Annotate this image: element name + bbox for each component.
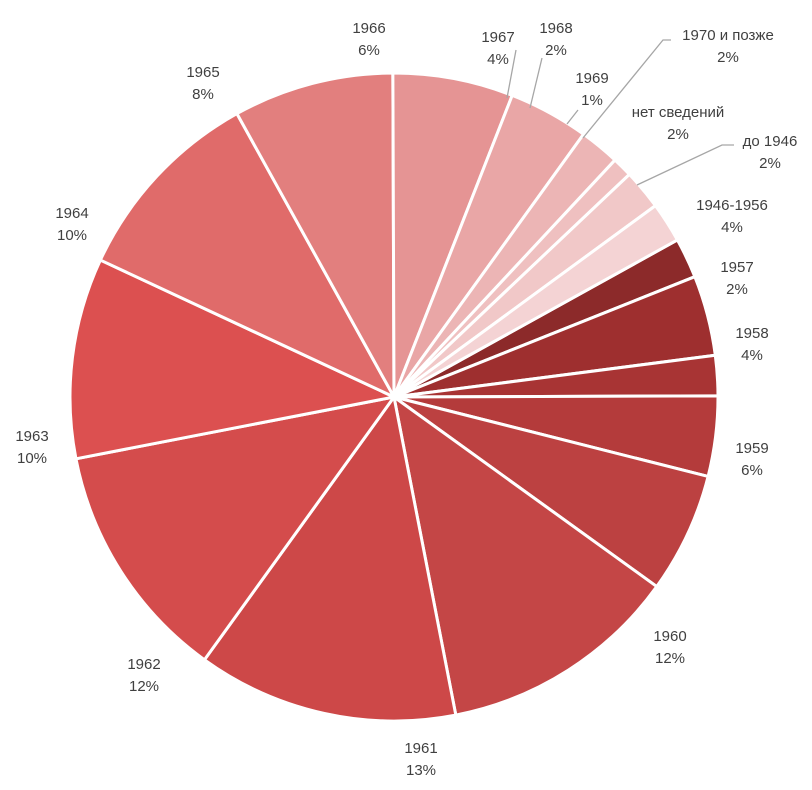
slice-label: 1963 10% (15, 428, 48, 467)
slice-value-label: 2% (759, 155, 781, 172)
slice-value-label: 2% (545, 42, 567, 59)
slice-label: 1946-1956 4% (696, 197, 768, 236)
slice-value-label: 6% (741, 462, 763, 479)
slice-category-label: 1957 (720, 259, 753, 276)
slice-value-label: 10% (57, 227, 87, 244)
slice-label: 1958 4% (735, 325, 768, 364)
slice-label: до 1946 2% (743, 133, 798, 172)
data-labels: до 1946 2%1946-1956 4%1957 2%1958 4%1959 6%19… (15, 20, 797, 779)
slice-category-label: 1960 (653, 628, 686, 645)
leader-line (506, 49, 517, 99)
slice-category-label: 1965 (186, 64, 219, 81)
slice-value-label: 2% (667, 126, 689, 143)
slice-label: 1970 и позже 2% (682, 27, 774, 66)
slice-label: 1961 13% (404, 740, 437, 779)
slice-category-label: 1963 (15, 428, 48, 445)
slice-value-label: 4% (741, 347, 763, 364)
slice-category-label: 1970 и позже (682, 27, 774, 44)
slice-category-label: нет сведений (632, 104, 725, 121)
slice-value-label: 2% (717, 49, 739, 66)
slice-category-label: 1946-1956 (696, 197, 768, 214)
slice-value-label: 12% (129, 678, 159, 695)
slice-value-label: 10% (17, 450, 47, 467)
slice-label: 1968 2% (539, 20, 572, 59)
slice-category-label: 1961 (404, 740, 437, 757)
leader-line (582, 39, 671, 139)
pie-slice (392, 395, 659, 717)
slice-label: 1960 12% (653, 628, 686, 667)
slice-category-label: 1966 (352, 20, 385, 37)
slice-value-label: 4% (721, 219, 743, 236)
slice-label: 1966 6% (352, 20, 385, 59)
slice-category-label: 1964 (55, 205, 88, 222)
leader-line (529, 57, 543, 109)
slice-label: 1964 10% (55, 205, 88, 244)
pie-slice (235, 71, 396, 399)
pie-slice (392, 395, 710, 589)
slice-category-label: 1959 (735, 440, 768, 457)
pie-slice (74, 395, 396, 662)
slice-value-label: 8% (192, 86, 214, 103)
slice-label: 1962 12% (127, 656, 160, 695)
pie-slices (68, 71, 720, 723)
slice-category-label: 1958 (735, 325, 768, 342)
slice-value-label: 4% (487, 51, 509, 68)
slice-value-label: 13% (406, 762, 436, 779)
slice-label: 1957 2% (720, 259, 753, 298)
leader-line (636, 144, 734, 186)
slice-value-label: 2% (726, 281, 748, 298)
slice-label: 1965 8% (186, 64, 219, 103)
slice-value-label: 6% (358, 42, 380, 59)
leader-line (566, 109, 579, 125)
slice-category-label: 1968 (539, 20, 572, 37)
pie-slice (392, 204, 679, 399)
slice-category-label: до 1946 (743, 133, 798, 150)
slice-category-label: 1962 (127, 656, 160, 673)
leader-lines (506, 39, 734, 186)
pie-slice (68, 258, 396, 461)
slice-category-label: 1969 (575, 70, 608, 87)
slice-category-label: 1967 (481, 29, 514, 46)
pie-slice (202, 395, 458, 723)
slice-value-label: 12% (655, 650, 685, 667)
slice-value-label: 1% (581, 92, 603, 109)
slice-label: 1967 4% (481, 29, 514, 68)
slice-label: 1959 6% (735, 440, 768, 479)
slice-label: 1969 1% (575, 70, 608, 109)
pie-slice (391, 71, 514, 399)
pie-slice (98, 112, 396, 399)
slice-label: нет сведений 2% (632, 104, 725, 143)
